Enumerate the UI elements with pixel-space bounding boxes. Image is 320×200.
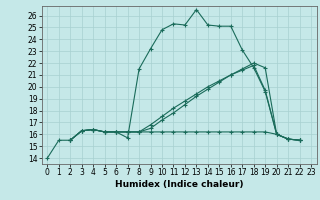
X-axis label: Humidex (Indice chaleur): Humidex (Indice chaleur) [115, 180, 244, 189]
